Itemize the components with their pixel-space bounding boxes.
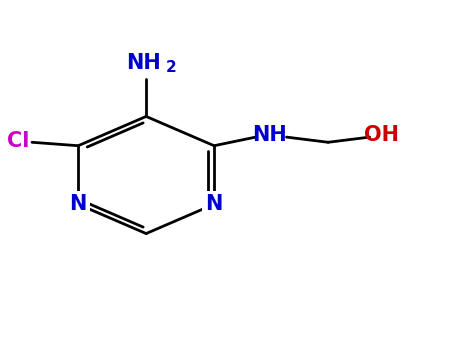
Text: NH: NH <box>252 125 287 145</box>
Text: N: N <box>69 194 87 214</box>
Text: OH: OH <box>363 125 399 145</box>
Text: Cl: Cl <box>8 131 30 150</box>
Text: 2: 2 <box>166 60 177 75</box>
Text: NH: NH <box>126 54 161 74</box>
Text: N: N <box>205 194 223 214</box>
